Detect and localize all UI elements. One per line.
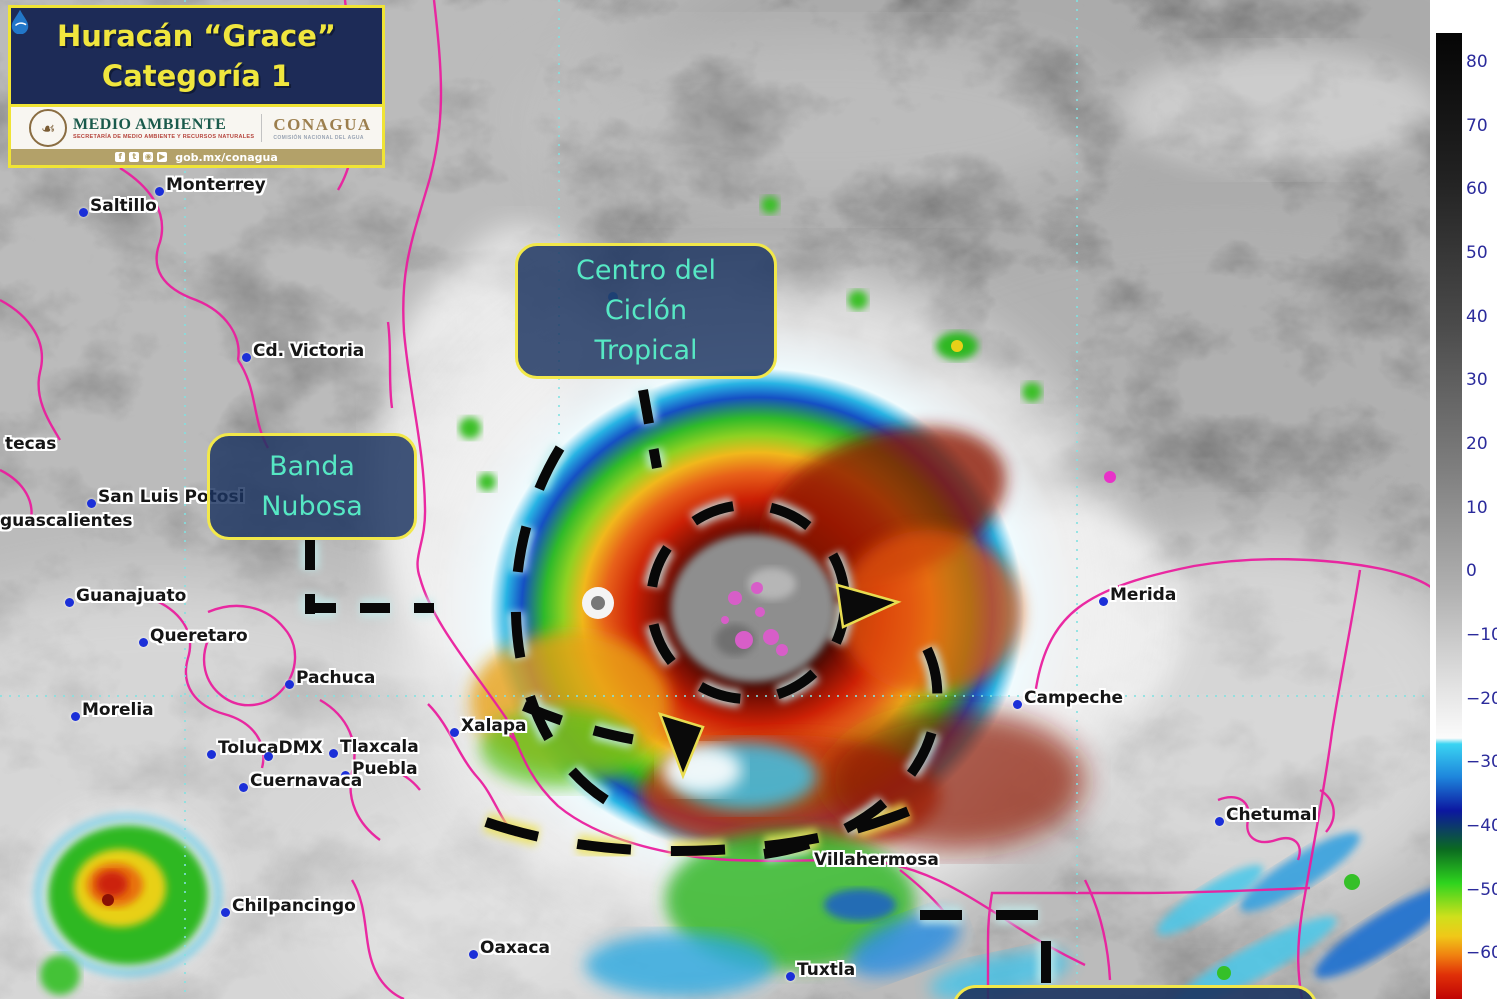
medio-ambiente-logo: MEDIO AMBIENTE SECRETARÍA DE MEDIO AMBIE… (73, 116, 254, 140)
colorbar-tick: 0 (1466, 561, 1477, 581)
agency-banner: ☙ MEDIO AMBIENTE SECRETARÍA DE MEDIO AMB… (11, 9, 382, 149)
city-label: Villahermosa (814, 850, 939, 870)
city-marker-dot (221, 908, 230, 917)
dashed-path-southeast (920, 910, 1051, 990)
hurricane-category: Categoría 1 (101, 59, 292, 93)
city-marker-dot (242, 353, 251, 362)
cloud-band-dashes (484, 793, 941, 856)
city-label: Puebla (341, 759, 418, 780)
colorbar-tick: −60 (1466, 943, 1497, 963)
city-label: Merida (1099, 585, 1176, 606)
conagua-drop-icon (11, 9, 29, 34)
colorbar-tick: 80 (1466, 52, 1488, 72)
hurricane-eye (671, 534, 835, 682)
colorbar-tick: 40 (1466, 307, 1488, 327)
city-label: TolucaDMX (207, 738, 323, 761)
city-marker-dot (71, 712, 80, 721)
city-marker-dot (285, 680, 294, 689)
city-marker-dot (1215, 817, 1224, 826)
gob-url-label: gob.mx/conagua (175, 150, 278, 164)
city-marker-dot (239, 783, 248, 792)
city-label: Morelia (71, 700, 154, 721)
colorbar-tick: −20 (1466, 689, 1497, 709)
city-label: Guanajuato (65, 586, 186, 607)
rotation-arc-inner (522, 701, 651, 747)
colorbar-tick: 70 (1466, 116, 1488, 136)
city-label: Cuernavaca (239, 771, 362, 792)
hurricane-grace-cloud-mass (395, 270, 1125, 999)
city-label: Queretaro (139, 626, 248, 647)
social-strip: f t ◉ ▶ gob.mx/conagua (11, 149, 382, 165)
annotation-dashes (301, 388, 1055, 990)
colorbar-tick: −30 (1466, 752, 1497, 772)
rotation-arrow-down-icon (657, 712, 705, 780)
header-banner: Huracán “Grace” Categoría 1 ☙ MEDIO AMBI… (8, 5, 385, 168)
temperature-colorbar (1436, 33, 1462, 999)
cyclone-center-callout: Centro del Ciclón Tropical (515, 243, 777, 379)
leader-line-center (638, 389, 662, 469)
conagua-label: CONAGUA (273, 115, 372, 134)
colorbar-tick: −10 (1466, 625, 1497, 645)
medio-ambiente-label: MEDIO AMBIENTE (73, 116, 227, 133)
medio-ambiente-sublabel: SECRETARÍA DE MEDIO AMBIENTE Y RECURSOS … (73, 134, 255, 140)
city-marker-dot (87, 499, 96, 508)
facebook-icon: f (115, 152, 126, 162)
city-label: Tlaxcala (329, 737, 419, 758)
city-marker-dot (79, 208, 88, 217)
twitter-icon: t (129, 152, 140, 162)
city-label: Oaxaca (469, 938, 550, 959)
city-marker-dot (139, 638, 148, 647)
colorbar-tick: 50 (1466, 243, 1488, 263)
city-marker-dot (207, 750, 216, 759)
city-label: Campeche (1013, 688, 1123, 709)
city-marker-dot (1013, 700, 1022, 709)
cloud-band-callout: Banda Nubosa (207, 433, 417, 540)
city-label: Tuxtla (786, 960, 855, 981)
city-label: Pachuca (285, 668, 375, 689)
divider (261, 114, 263, 142)
youtube-icon: ▶ (157, 152, 168, 162)
hurricane-name: Huracán “Grace” (57, 19, 336, 53)
city-marker-dot (155, 187, 164, 196)
conagua-logo: CONAGUA COMISIÓN NACIONAL DEL AGUA (273, 115, 371, 141)
overshooting-tops (721, 582, 788, 656)
conagua-sublabel: COMISIÓN NACIONAL DEL AGUA (273, 135, 364, 141)
partial-callout-bottom (952, 985, 1318, 999)
colorbar-tick: −50 (1466, 880, 1497, 900)
city-marker-dot (65, 598, 74, 607)
colorbar-tick: 60 (1466, 179, 1488, 199)
city-marker-dot (450, 728, 459, 737)
city-marker-dot (341, 771, 350, 780)
state-borders (0, 0, 1438, 999)
instagram-icon: ◉ (143, 152, 154, 162)
city-marker-dot (329, 749, 338, 758)
colorbar-tick: 20 (1466, 434, 1488, 454)
city-marker-dot (469, 950, 478, 959)
city-label: Xalapa (450, 716, 527, 737)
city-label: Cd. Victoria (242, 341, 364, 362)
colorbar-tick: −40 (1466, 816, 1497, 836)
convective-cells (29, 196, 1456, 999)
government-eagle-logo-icon: ☙ (29, 109, 67, 147)
city-label: Chetumal (1215, 805, 1317, 826)
city-marker-dot (264, 752, 273, 761)
city-label: Saltillo (79, 196, 157, 217)
hurricane-title-box: Huracán “Grace” Categoría 1 (11, 8, 382, 107)
graticule (0, 0, 1432, 999)
city-label: Chilpancingo (221, 896, 356, 917)
rotation-arrow-right-icon (835, 583, 902, 629)
colorbar-tick: 30 (1466, 370, 1488, 390)
city-label: Monterrey (155, 175, 266, 196)
colorbar-tick: 10 (1466, 498, 1488, 518)
rotation-arc-east (763, 631, 943, 859)
city-label: guascalientes (0, 511, 133, 531)
city-marker-dot (786, 972, 795, 981)
city-marker-dot (1099, 597, 1108, 606)
colorbar-panel: 80 70 60 50 40 30 20 10 0 −10 −20 −30 −4… (1430, 0, 1497, 999)
city-label: tecas (5, 434, 57, 454)
